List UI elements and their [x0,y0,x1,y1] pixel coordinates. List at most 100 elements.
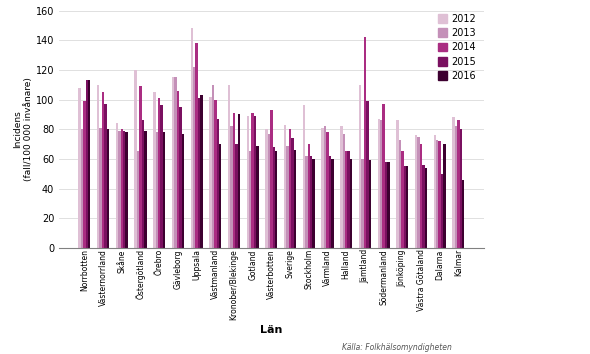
Bar [382,104,385,248]
Bar [401,152,404,248]
Bar [425,168,427,248]
Bar [256,145,259,248]
Bar [86,80,88,248]
Bar [399,139,401,248]
Bar [195,43,198,248]
Bar [238,114,240,248]
Bar [230,126,233,248]
Bar [404,166,406,248]
Bar [142,120,144,248]
Bar [406,166,408,248]
Bar [322,128,324,248]
Bar [275,152,277,248]
Bar [254,116,256,248]
Bar [107,129,109,248]
Bar [137,152,139,248]
Bar [158,98,160,248]
Bar [172,77,174,248]
Bar [135,70,137,248]
Bar [104,104,107,248]
Bar [396,120,399,248]
Bar [200,95,203,248]
Bar [385,162,387,248]
Bar [153,92,156,248]
Bar [289,129,291,248]
Bar [123,131,126,248]
Bar [100,128,102,248]
Bar [209,97,212,248]
Bar [251,113,254,248]
Bar [179,107,182,248]
Bar [268,134,270,248]
Bar [380,120,382,248]
Bar [303,105,305,248]
Bar [198,98,200,248]
Bar [219,144,221,248]
Bar [139,86,142,248]
Bar [324,126,326,248]
Bar [126,132,128,248]
Bar [369,160,371,248]
Bar [81,129,83,248]
Bar [363,37,366,248]
Bar [350,159,352,248]
Bar [462,179,464,248]
Bar [366,101,369,248]
Bar [329,156,331,248]
X-axis label: Län: Län [260,325,283,336]
Bar [415,135,417,248]
Bar [307,144,310,248]
Bar [378,119,380,248]
Bar [193,67,195,248]
Bar [455,126,457,248]
Bar [457,120,460,248]
Bar [291,138,294,248]
Bar [361,159,363,248]
Bar [436,139,438,248]
Bar [387,162,389,248]
Bar [78,88,81,248]
Bar [83,101,86,248]
Bar [273,147,275,248]
Bar [156,132,158,248]
Bar [97,85,100,248]
Bar [235,144,238,248]
Bar [174,77,176,248]
Bar [270,110,273,248]
Bar [116,123,118,248]
Bar [417,137,420,248]
Bar [144,131,146,248]
Bar [313,159,315,248]
Bar [88,80,90,248]
Bar [310,156,313,248]
Bar [294,150,296,248]
Bar [163,132,165,248]
Bar [460,129,462,248]
Bar [441,174,443,248]
Bar [217,119,219,248]
Bar [331,159,333,248]
Bar [438,141,441,248]
Bar [343,134,345,248]
Bar [287,145,289,248]
Bar [228,85,230,248]
Bar [326,132,329,248]
Bar [434,135,436,248]
Bar [348,152,350,248]
Bar [340,126,343,248]
Bar [359,85,361,248]
Text: Källa: Folkhälsomyndigheten: Källa: Folkhälsomyndigheten [342,343,452,353]
Bar [453,117,455,248]
Bar [212,85,214,248]
Bar [247,116,249,248]
Bar [284,125,287,248]
Bar [182,134,184,248]
Bar [345,152,348,248]
Bar [120,129,123,248]
Bar [176,91,179,248]
Bar [420,144,422,248]
Bar [249,152,251,248]
Bar [422,165,425,248]
Bar [160,105,163,248]
Bar [102,92,104,248]
